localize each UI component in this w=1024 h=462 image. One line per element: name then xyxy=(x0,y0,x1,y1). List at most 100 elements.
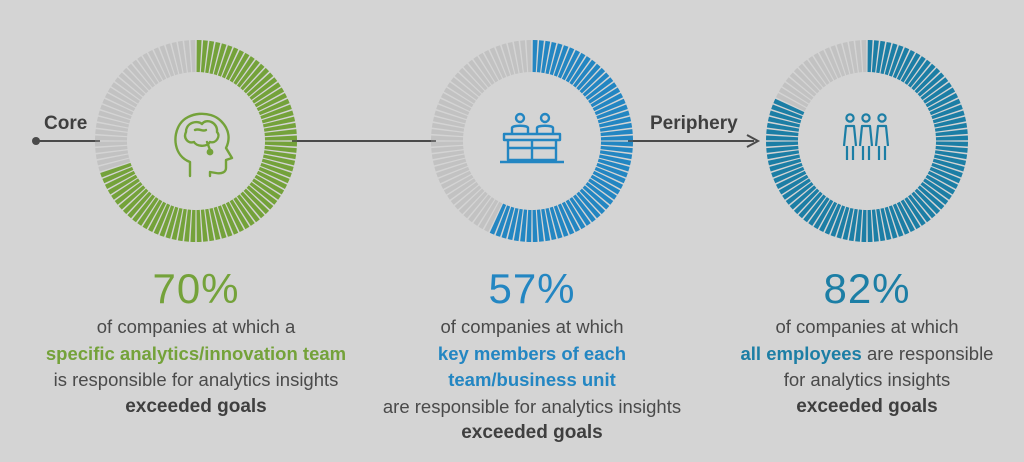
donut-segment-filled xyxy=(824,203,842,235)
donut-segment-empty xyxy=(484,49,503,81)
donut-segment-filled xyxy=(884,206,898,239)
donut-segment-filled xyxy=(258,166,290,184)
donut-segment-filled xyxy=(597,110,630,124)
donut-segment-filled xyxy=(262,154,296,166)
stat-block-business-units: 57% of companies at which key members of… xyxy=(352,266,712,447)
donut-segment-filled xyxy=(935,141,968,147)
donut-segment-filled xyxy=(808,197,830,226)
donut-segment-filled xyxy=(261,158,294,172)
donut-segment-empty xyxy=(478,52,499,83)
donut-segment-empty xyxy=(95,135,128,141)
donut-segment-filled xyxy=(871,209,879,242)
donut-segment-filled xyxy=(597,158,630,172)
donut-segment-filled xyxy=(260,104,292,120)
donut-segment-empty xyxy=(434,110,467,124)
donut-segment-filled xyxy=(541,40,551,74)
donut-segment-filled xyxy=(572,59,596,88)
donut-segment-filled xyxy=(600,129,633,137)
donut-segment-filled xyxy=(925,174,956,195)
donut-segment-filled xyxy=(225,49,244,81)
donut-segment-filled xyxy=(209,41,221,75)
donut-segment-filled xyxy=(771,162,803,178)
donut-segment-empty xyxy=(793,67,820,94)
donut-segment-empty xyxy=(454,185,482,210)
donut-segment-empty xyxy=(495,45,511,77)
donut-segment-empty xyxy=(803,59,827,88)
donut-segment-filled xyxy=(767,154,801,166)
donut-segment-filled xyxy=(246,72,274,97)
donut-segment-empty xyxy=(440,170,472,189)
donut-segment-empty xyxy=(447,178,476,200)
stat-block-all-employees: 82% of companies at which all employees … xyxy=(687,266,1024,420)
donut-segment-filled xyxy=(243,188,270,215)
donut-segment-filled xyxy=(900,199,921,230)
donut-segment-empty xyxy=(454,72,482,97)
donut-segment-filled xyxy=(923,178,952,200)
percent-label: 82% xyxy=(823,265,911,312)
donut-segment-filled xyxy=(904,197,926,226)
donut-segment-empty xyxy=(148,49,167,81)
donut-segment-filled xyxy=(778,174,809,195)
donut-segment-empty xyxy=(830,45,846,77)
donut-segment-empty xyxy=(142,52,163,83)
core-to-periphery-flow: Core Periphery xyxy=(32,113,761,148)
donut-segment-empty xyxy=(431,145,464,153)
donut-segment-filled xyxy=(561,201,580,233)
highlight-line: specific analytics/innovation team xyxy=(45,342,347,364)
donut-segment-empty xyxy=(473,197,495,226)
donut-segment-filled xyxy=(127,191,152,219)
donut-segment-filled xyxy=(842,207,854,241)
donut-segment-filled xyxy=(196,209,202,242)
donut-segment-filled xyxy=(588,178,617,200)
donut-segment-empty xyxy=(778,87,809,108)
donut-segment-filled xyxy=(766,135,799,141)
donut-segment-empty xyxy=(438,166,470,184)
donut-segment-filled xyxy=(579,188,606,215)
donut-segment-filled xyxy=(933,116,967,128)
donut-segment-filled xyxy=(249,77,278,101)
donut-segment-filled xyxy=(171,207,183,241)
donut-segment-filled xyxy=(489,203,507,235)
donut-segment-filled xyxy=(766,129,799,137)
exceeded-goals-line: exceeded goals xyxy=(796,395,938,417)
donut-segment-filled xyxy=(907,194,931,223)
donut-segment-filled xyxy=(102,166,134,184)
donut-segment-filled xyxy=(892,203,910,235)
donut-segment-filled xyxy=(773,166,805,184)
donut-segment-empty xyxy=(114,77,143,101)
donut-segment-filled xyxy=(233,56,255,85)
donut-segment-filled xyxy=(932,110,965,124)
donut-segment-filled xyxy=(104,170,136,189)
donut-segment-empty xyxy=(434,158,467,172)
donut-segment-empty xyxy=(431,122,465,132)
donut-segment-empty xyxy=(824,47,842,79)
donut-segment-filled xyxy=(240,63,265,91)
donut-segment-empty xyxy=(443,174,474,195)
donut-segment-filled xyxy=(553,45,569,77)
donut-segment-filled xyxy=(848,208,858,242)
donut-segment-filled xyxy=(217,205,233,237)
donut-segment-filled xyxy=(782,178,811,200)
donut-segment-filled xyxy=(565,199,586,230)
donut-segment-empty xyxy=(96,116,130,128)
donut-segment-filled xyxy=(585,77,614,101)
donut-segment-filled xyxy=(785,181,814,205)
donut-segment-filled xyxy=(904,56,926,85)
donut-segment-empty xyxy=(432,116,466,128)
donut-segment-empty xyxy=(95,122,129,132)
stat-block-core: 70% of companies at which a specific ana… xyxy=(16,266,376,420)
donut-segment-empty xyxy=(861,40,867,73)
donut-ring xyxy=(95,40,297,242)
donut-segment-empty xyxy=(436,162,468,178)
donut-segment-filled xyxy=(819,201,838,233)
donut-segment-filled xyxy=(600,141,633,147)
donut-segment-empty xyxy=(96,154,130,166)
donut-segment-filled xyxy=(793,188,820,215)
donut-segment-filled xyxy=(536,209,544,242)
donut-segment-filled xyxy=(927,170,959,189)
donut-segment-filled xyxy=(107,174,138,195)
donut-segment-filled xyxy=(200,209,208,242)
donut-segment-filled xyxy=(549,43,563,76)
donut-segment-filled xyxy=(264,145,297,153)
donut-segment-filled xyxy=(766,141,799,147)
